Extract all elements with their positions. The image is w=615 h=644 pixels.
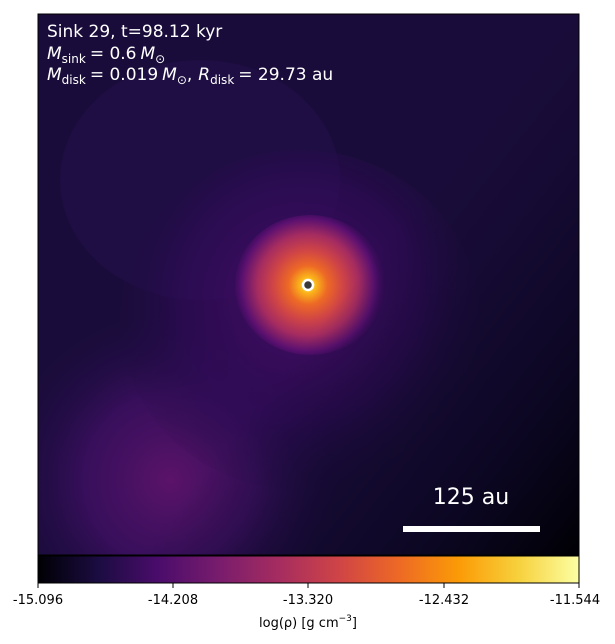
disk-properties-label: Mdisk = 0.019 M⊙, Rdisk = 29.73 au (47, 65, 333, 87)
colorbar-label: log(ρ) [g cm−3] (259, 614, 357, 631)
sink-mass-label: Msink = 0.6 M⊙ (47, 44, 165, 66)
colorbar-tick-label: -11.544 (550, 593, 600, 608)
colorbar-tick-label: -12.432 (419, 593, 469, 608)
colorbar-ticks: -15.096 -14.208 -13.320 -12.432 -11.544 (13, 583, 600, 608)
scale-bar (403, 526, 540, 532)
colorbar-tick-label: -15.096 (13, 593, 63, 608)
colorbar-tick-label: -14.208 (148, 593, 198, 608)
scale-bar-label: 125 au (433, 485, 509, 510)
colorbar (37, 555, 580, 584)
sink-marker (301, 278, 315, 292)
sink-time-label: Sink 29, t=98.12 kyr (47, 22, 222, 42)
image-frame (37, 13, 580, 556)
colorbar-tick-label: -13.320 (283, 593, 333, 608)
